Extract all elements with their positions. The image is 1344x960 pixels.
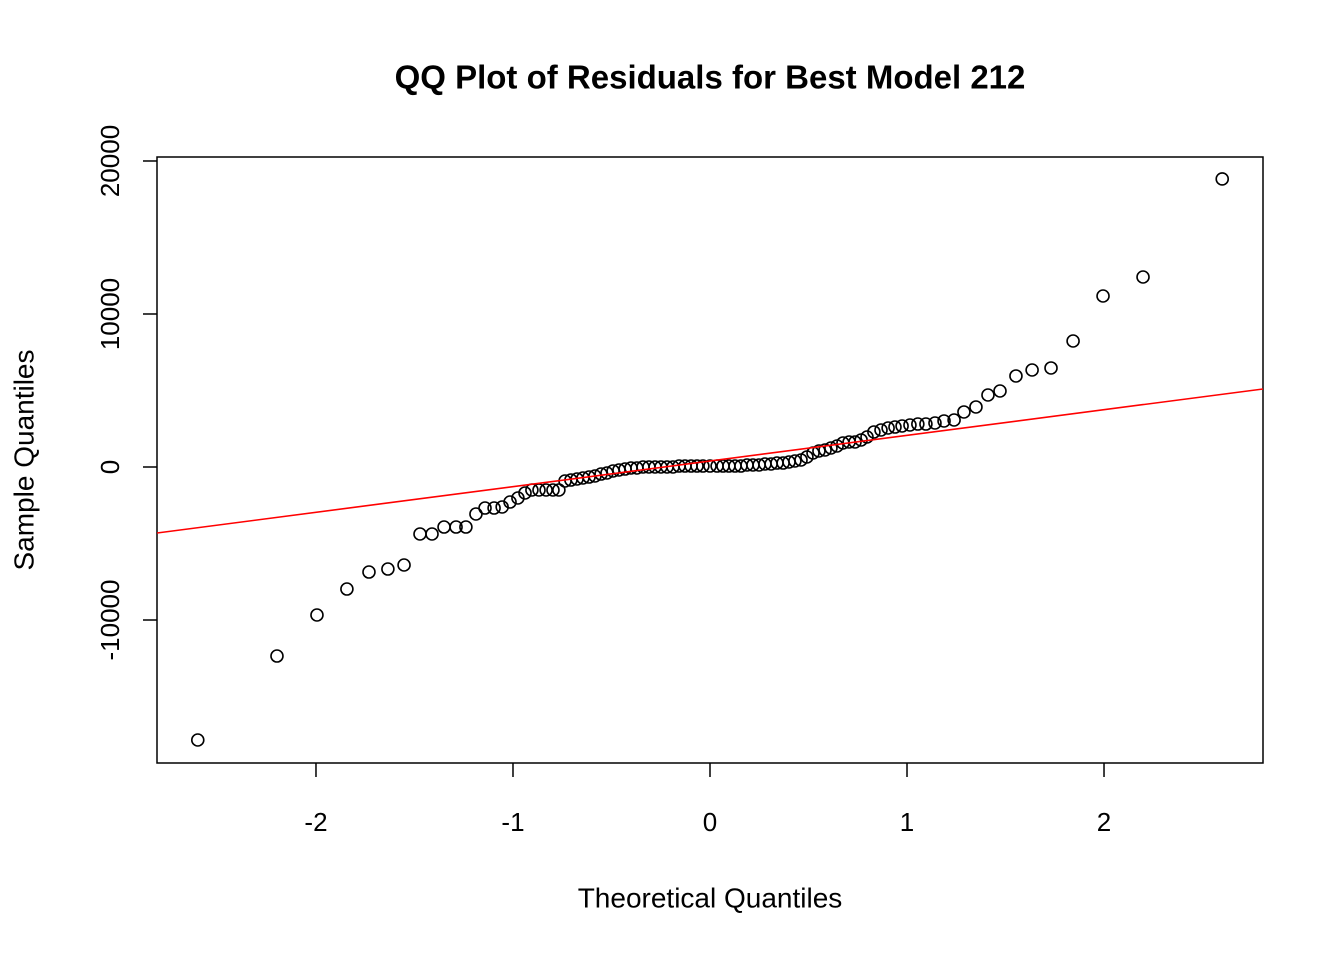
- point: [937, 414, 951, 428]
- point: [888, 420, 902, 434]
- point: [860, 430, 874, 444]
- y-tick-label: 10000: [95, 278, 125, 350]
- reference-line: [157, 388, 1263, 534]
- point: [478, 501, 492, 515]
- point: [1009, 369, 1023, 383]
- point: [1044, 361, 1058, 375]
- point: [919, 417, 933, 431]
- point: [552, 483, 566, 497]
- point: [903, 418, 917, 432]
- point: [539, 483, 553, 497]
- point: [895, 419, 909, 433]
- chart-title: QQ Plot of Residuals for Best Model 212: [395, 59, 1026, 96]
- point: [1136, 270, 1150, 284]
- point: [911, 417, 925, 431]
- point: [310, 608, 324, 622]
- y-tick-label: 20000: [95, 125, 125, 197]
- point: [881, 421, 895, 435]
- point: [788, 454, 802, 468]
- point: [511, 491, 525, 505]
- point: [397, 558, 411, 572]
- point: [1025, 363, 1039, 377]
- x-tick-label: 2: [1097, 807, 1111, 837]
- point: [947, 413, 961, 427]
- point: [381, 562, 395, 576]
- x-tick-label: -2: [304, 807, 327, 837]
- y-tick-label: -10000: [95, 580, 125, 661]
- point: [518, 486, 532, 500]
- point: [425, 527, 439, 541]
- x-tick-label: 0: [703, 807, 717, 837]
- point: [469, 507, 483, 521]
- point: [340, 582, 354, 596]
- point: [270, 649, 284, 663]
- point: [532, 483, 546, 497]
- point: [546, 483, 560, 497]
- point: [525, 483, 539, 497]
- plot-area: [157, 388, 1263, 534]
- point: [503, 495, 517, 509]
- point: [867, 425, 881, 439]
- point: [362, 565, 376, 579]
- point: [969, 400, 983, 414]
- point: [459, 520, 473, 534]
- point: [690, 459, 704, 473]
- x-tick-label: -1: [501, 807, 524, 837]
- point: [874, 423, 888, 437]
- point: [1215, 172, 1230, 186]
- x-tick-label: 1: [900, 807, 914, 837]
- point: [449, 520, 463, 534]
- point: [413, 527, 427, 541]
- y-tick-label: 0: [95, 460, 125, 474]
- point: [703, 459, 717, 473]
- y-axis-label: Sample Quantiles: [8, 349, 39, 570]
- point: [1066, 334, 1080, 348]
- point: [1096, 289, 1110, 303]
- point: [437, 520, 451, 534]
- point: [696, 459, 710, 473]
- point: [928, 416, 942, 430]
- point: [981, 388, 995, 402]
- point: [957, 405, 971, 419]
- x-axis-label: Theoretical Quantiles: [578, 882, 843, 913]
- point: [487, 501, 501, 515]
- point: [824, 441, 838, 455]
- point: [190, 733, 205, 747]
- point: [993, 384, 1007, 398]
- point: [818, 443, 832, 457]
